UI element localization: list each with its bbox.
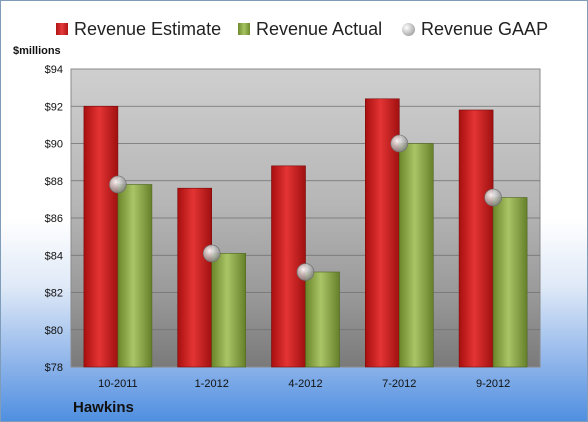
y-tick-label: $90 <box>45 139 63 151</box>
y-tick-label: $82 <box>45 288 63 300</box>
legend-swatch-actual <box>238 23 250 35</box>
marker-revenue-gaap <box>484 188 502 207</box>
legend-item-estimate: Revenue Estimate <box>56 16 221 42</box>
legend-item-actual: Revenue Actual <box>238 16 382 42</box>
y-axis-unit-label: $millions <box>13 45 61 57</box>
legend-label-actual: Revenue Actual <box>256 18 383 39</box>
marker-revenue-gaap <box>109 175 127 194</box>
bar-revenue-actual <box>305 271 340 368</box>
marker-revenue-gaap <box>202 244 221 263</box>
x-tick-label: 9-2012 <box>476 378 510 390</box>
legend-label-gaap: Revenue GAAP <box>421 18 549 39</box>
bar-revenue-actual <box>398 143 434 368</box>
marker-revenue-gaap <box>390 134 409 153</box>
x-tick-label: 10-2011 <box>98 378 138 390</box>
bar-revenue-actual <box>117 184 153 368</box>
legend: Revenue Estimate Revenue Actual Revenue … <box>1 16 587 42</box>
y-tick-label: $84 <box>45 250 63 262</box>
legend-swatch-estimate <box>56 23 68 35</box>
y-tick-label: $88 <box>45 176 63 188</box>
bar-revenue-actual <box>492 197 528 368</box>
legend-label-estimate: Revenue Estimate <box>74 18 222 39</box>
y-tick-label: $86 <box>45 213 63 225</box>
bar-revenue-actual <box>211 253 246 368</box>
gaap-markers <box>109 134 502 281</box>
company-name: Hawkins <box>73 399 134 416</box>
legend-swatch-gaap <box>402 22 415 36</box>
bar-revenue-estimate <box>177 187 212 368</box>
legend-item-gaap: Revenue GAAP <box>402 16 548 42</box>
x-axis-ticks: 10-2011 1-2012 4-2012 7-2012 9-2012 <box>98 378 510 390</box>
bar-revenue-estimate <box>83 105 119 368</box>
x-tick-label: 1-2012 <box>195 378 229 390</box>
y-tick-label: $80 <box>45 325 63 337</box>
y-tick-label: $78 <box>45 362 63 374</box>
x-tick-label: 4-2012 <box>288 378 322 390</box>
marker-revenue-gaap <box>296 263 315 281</box>
y-tick-label: $92 <box>45 101 63 113</box>
bars <box>83 98 528 368</box>
bar-revenue-estimate <box>458 109 494 368</box>
y-tick-label: $94 <box>45 64 63 76</box>
x-tick-label: 7-2012 <box>382 378 416 390</box>
y-axis-ticks: $78 $80 $82 $84 $86 $88 $90 $92 $94 <box>45 64 63 374</box>
